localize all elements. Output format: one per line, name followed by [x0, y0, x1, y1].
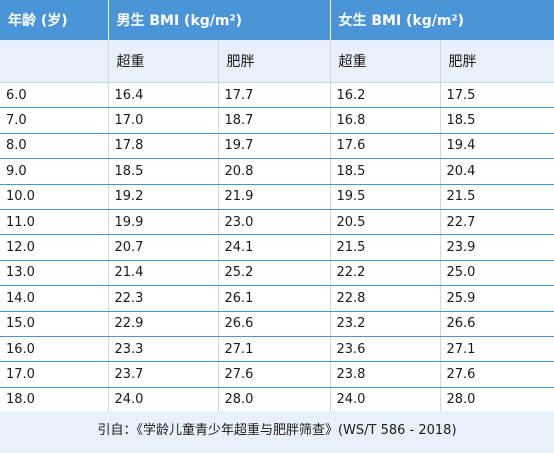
age-cell: 11.0	[0, 209, 109, 236]
male-bmi-header: 男生 BMI (kg/m²)	[108, 0, 331, 40]
male-obese-cell: 23.0	[218, 209, 331, 236]
female-overweight-cell: 17.6	[330, 133, 441, 160]
table-row: 7.0 17.0 18.7 16.8 18.5	[0, 107, 554, 134]
female-obese-cell: 23.9	[440, 234, 554, 261]
female-obese-cell: 22.7	[440, 209, 554, 236]
male-overweight-cell: 22.9	[108, 311, 219, 337]
table-row: 16.0 23.3 27.1 23.6 27.1	[0, 336, 554, 363]
male-obese-header: 肥胖	[218, 40, 331, 83]
female-overweight-cell: 21.5	[330, 234, 441, 261]
female-obese-cell: 28.0	[440, 387, 554, 414]
male-overweight-header: 超重	[108, 40, 219, 83]
female-overweight-cell: 16.2	[330, 81, 441, 109]
male-overweight-cell: 18.5	[108, 158, 219, 185]
age-cell: 16.0	[0, 336, 109, 363]
male-obese-cell: 20.8	[218, 158, 331, 185]
female-overweight-cell: 22.2	[330, 260, 441, 287]
female-obese-cell: 27.6	[440, 361, 554, 388]
male-overweight-cell: 16.4	[108, 81, 219, 109]
age-cell: 6.0	[0, 81, 109, 109]
female-obese-cell: 17.5	[440, 81, 554, 109]
female-overweight-cell: 18.5	[330, 158, 441, 185]
age-cell: 17.0	[0, 361, 109, 388]
table-row: 6.0 16.4 17.7 16.2 17.5	[0, 81, 554, 109]
male-overweight-cell: 21.4	[108, 260, 219, 287]
female-bmi-header: 女生 BMI (kg/m²)	[330, 0, 554, 40]
female-obese-cell: 25.9	[440, 285, 554, 312]
male-obese-cell: 18.7	[218, 107, 331, 134]
female-overweight-cell: 19.5	[330, 184, 441, 210]
male-obese-cell: 26.1	[218, 285, 331, 312]
table-row: 15.0 22.9 26.6 23.2 26.6	[0, 311, 554, 337]
female-overweight-cell: 23.2	[330, 311, 441, 337]
male-obese-cell: 27.1	[218, 336, 331, 363]
female-obese-cell: 20.4	[440, 158, 554, 185]
table-row: 8.0 17.8 19.7 17.6 19.4	[0, 133, 554, 160]
female-obese-cell: 26.6	[440, 311, 554, 337]
female-obese-cell: 19.4	[440, 133, 554, 160]
female-obese-cell: 25.0	[440, 260, 554, 287]
citation-footer: 引自：《学龄儿童青少年超重与肥胖筛查》(WS/T 586 - 2018)	[0, 411, 554, 453]
age-cell: 15.0	[0, 311, 109, 337]
male-obese-cell: 28.0	[218, 387, 331, 414]
female-obese-cell: 18.5	[440, 107, 554, 134]
age-cell: 7.0	[0, 107, 109, 134]
male-overweight-cell: 24.0	[108, 387, 219, 414]
female-overweight-cell: 23.6	[330, 336, 441, 363]
male-obese-cell: 24.1	[218, 234, 331, 261]
age-cell: 8.0	[0, 133, 109, 160]
male-overweight-cell: 17.0	[108, 107, 219, 134]
age-cell: 12.0	[0, 234, 109, 261]
male-obese-cell: 26.6	[218, 311, 331, 337]
table-row: 18.0 24.0 28.0 24.0 28.0	[0, 387, 554, 414]
female-overweight-header: 超重	[330, 40, 441, 83]
table-body: 6.0 16.4 17.7 16.2 17.5 7.0 17.0 18.7 16.8 18.5 8.…	[0, 81, 554, 414]
table-row: 10.0 19.2 21.9 19.5 21.5	[0, 184, 554, 210]
bmi-screening-table: 年龄 (岁) 男生 BMI (kg/m²) 女生 BMI (kg/m²) 超重 …	[0, 0, 554, 414]
male-obese-cell: 17.7	[218, 81, 331, 109]
age-subheader-blank	[0, 40, 109, 83]
age-cell: 10.0	[0, 184, 109, 210]
female-overweight-cell: 16.8	[330, 107, 441, 134]
male-overweight-cell: 23.7	[108, 361, 219, 388]
table-row: 11.0 19.9 23.0 20.5 22.7	[0, 209, 554, 236]
female-overweight-cell: 24.0	[330, 387, 441, 414]
citation-text: 引自：《学龄儿童青少年超重与肥胖筛查》(WS/T 586 - 2018)	[97, 423, 457, 438]
male-overweight-cell: 22.3	[108, 285, 219, 312]
male-overweight-cell: 19.9	[108, 209, 219, 236]
age-cell: 9.0	[0, 158, 109, 185]
table-row: 12.0 20.7 24.1 21.5 23.9	[0, 234, 554, 261]
table-row: 17.0 23.7 27.6 23.8 27.6	[0, 361, 554, 388]
male-overweight-cell: 23.3	[108, 336, 219, 363]
male-obese-cell: 27.6	[218, 361, 331, 388]
female-overweight-cell: 20.5	[330, 209, 441, 236]
female-overweight-cell: 22.8	[330, 285, 441, 312]
female-overweight-cell: 23.8	[330, 361, 441, 388]
table-row: 9.0 18.5 20.8 18.5 20.4	[0, 158, 554, 185]
age-header: 年龄 (岁)	[0, 0, 109, 40]
female-obese-cell: 21.5	[440, 184, 554, 210]
age-cell: 14.0	[0, 285, 109, 312]
male-obese-cell: 21.9	[218, 184, 331, 210]
table-row: 13.0 21.4 25.2 22.2 25.0	[0, 260, 554, 287]
female-obese-cell: 27.1	[440, 336, 554, 363]
male-obese-cell: 25.2	[218, 260, 331, 287]
table-row: 14.0 22.3 26.1 22.8 25.9	[0, 285, 554, 312]
male-obese-cell: 19.7	[218, 133, 331, 160]
header-row: 年龄 (岁) 男生 BMI (kg/m²) 女生 BMI (kg/m²)	[0, 0, 554, 40]
male-overweight-cell: 17.8	[108, 133, 219, 160]
male-overweight-cell: 20.7	[108, 234, 219, 261]
age-cell: 18.0	[0, 387, 109, 414]
male-overweight-cell: 19.2	[108, 184, 219, 210]
subheader-row: 超重 肥胖 超重 肥胖	[0, 40, 554, 83]
age-cell: 13.0	[0, 260, 109, 287]
female-obese-header: 肥胖	[440, 40, 554, 83]
